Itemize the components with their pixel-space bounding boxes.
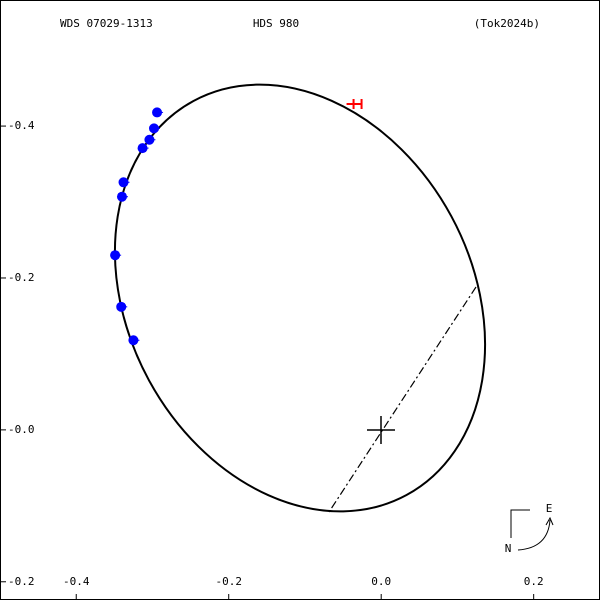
compass-east: E <box>546 502 553 515</box>
compass <box>510 509 554 551</box>
header-right: (Tok2024b) <box>474 17 540 30</box>
orbit <box>113 83 487 513</box>
header-left: WDS 07029-1313 <box>60 17 153 30</box>
point-marker <box>110 250 121 261</box>
line-of-nodes <box>328 286 477 513</box>
primary-cross <box>367 416 395 444</box>
point-marker <box>144 134 155 145</box>
point-marker <box>346 99 363 110</box>
header-center: HDS 980 <box>253 17 299 30</box>
point-marker <box>128 335 139 346</box>
y-tick-label: -0.4 <box>8 119 35 132</box>
point-marker <box>116 301 127 312</box>
y-tick-label: -0.2 <box>8 575 35 588</box>
point-marker <box>152 107 163 118</box>
point-marker <box>118 177 129 188</box>
y-tick-label: -0.0 <box>8 423 35 436</box>
x-tick-label: -0.2 <box>215 575 242 588</box>
x-tick-label: 0.2 <box>524 575 544 588</box>
point-marker <box>149 123 160 134</box>
compass-north: N <box>505 542 512 555</box>
point-marker <box>137 143 148 154</box>
point-marker <box>116 191 127 202</box>
y-tick-label: -0.2 <box>8 271 35 284</box>
x-tick-label: 0.0 <box>371 575 391 588</box>
x-tick-label: -0.4 <box>63 575 90 588</box>
